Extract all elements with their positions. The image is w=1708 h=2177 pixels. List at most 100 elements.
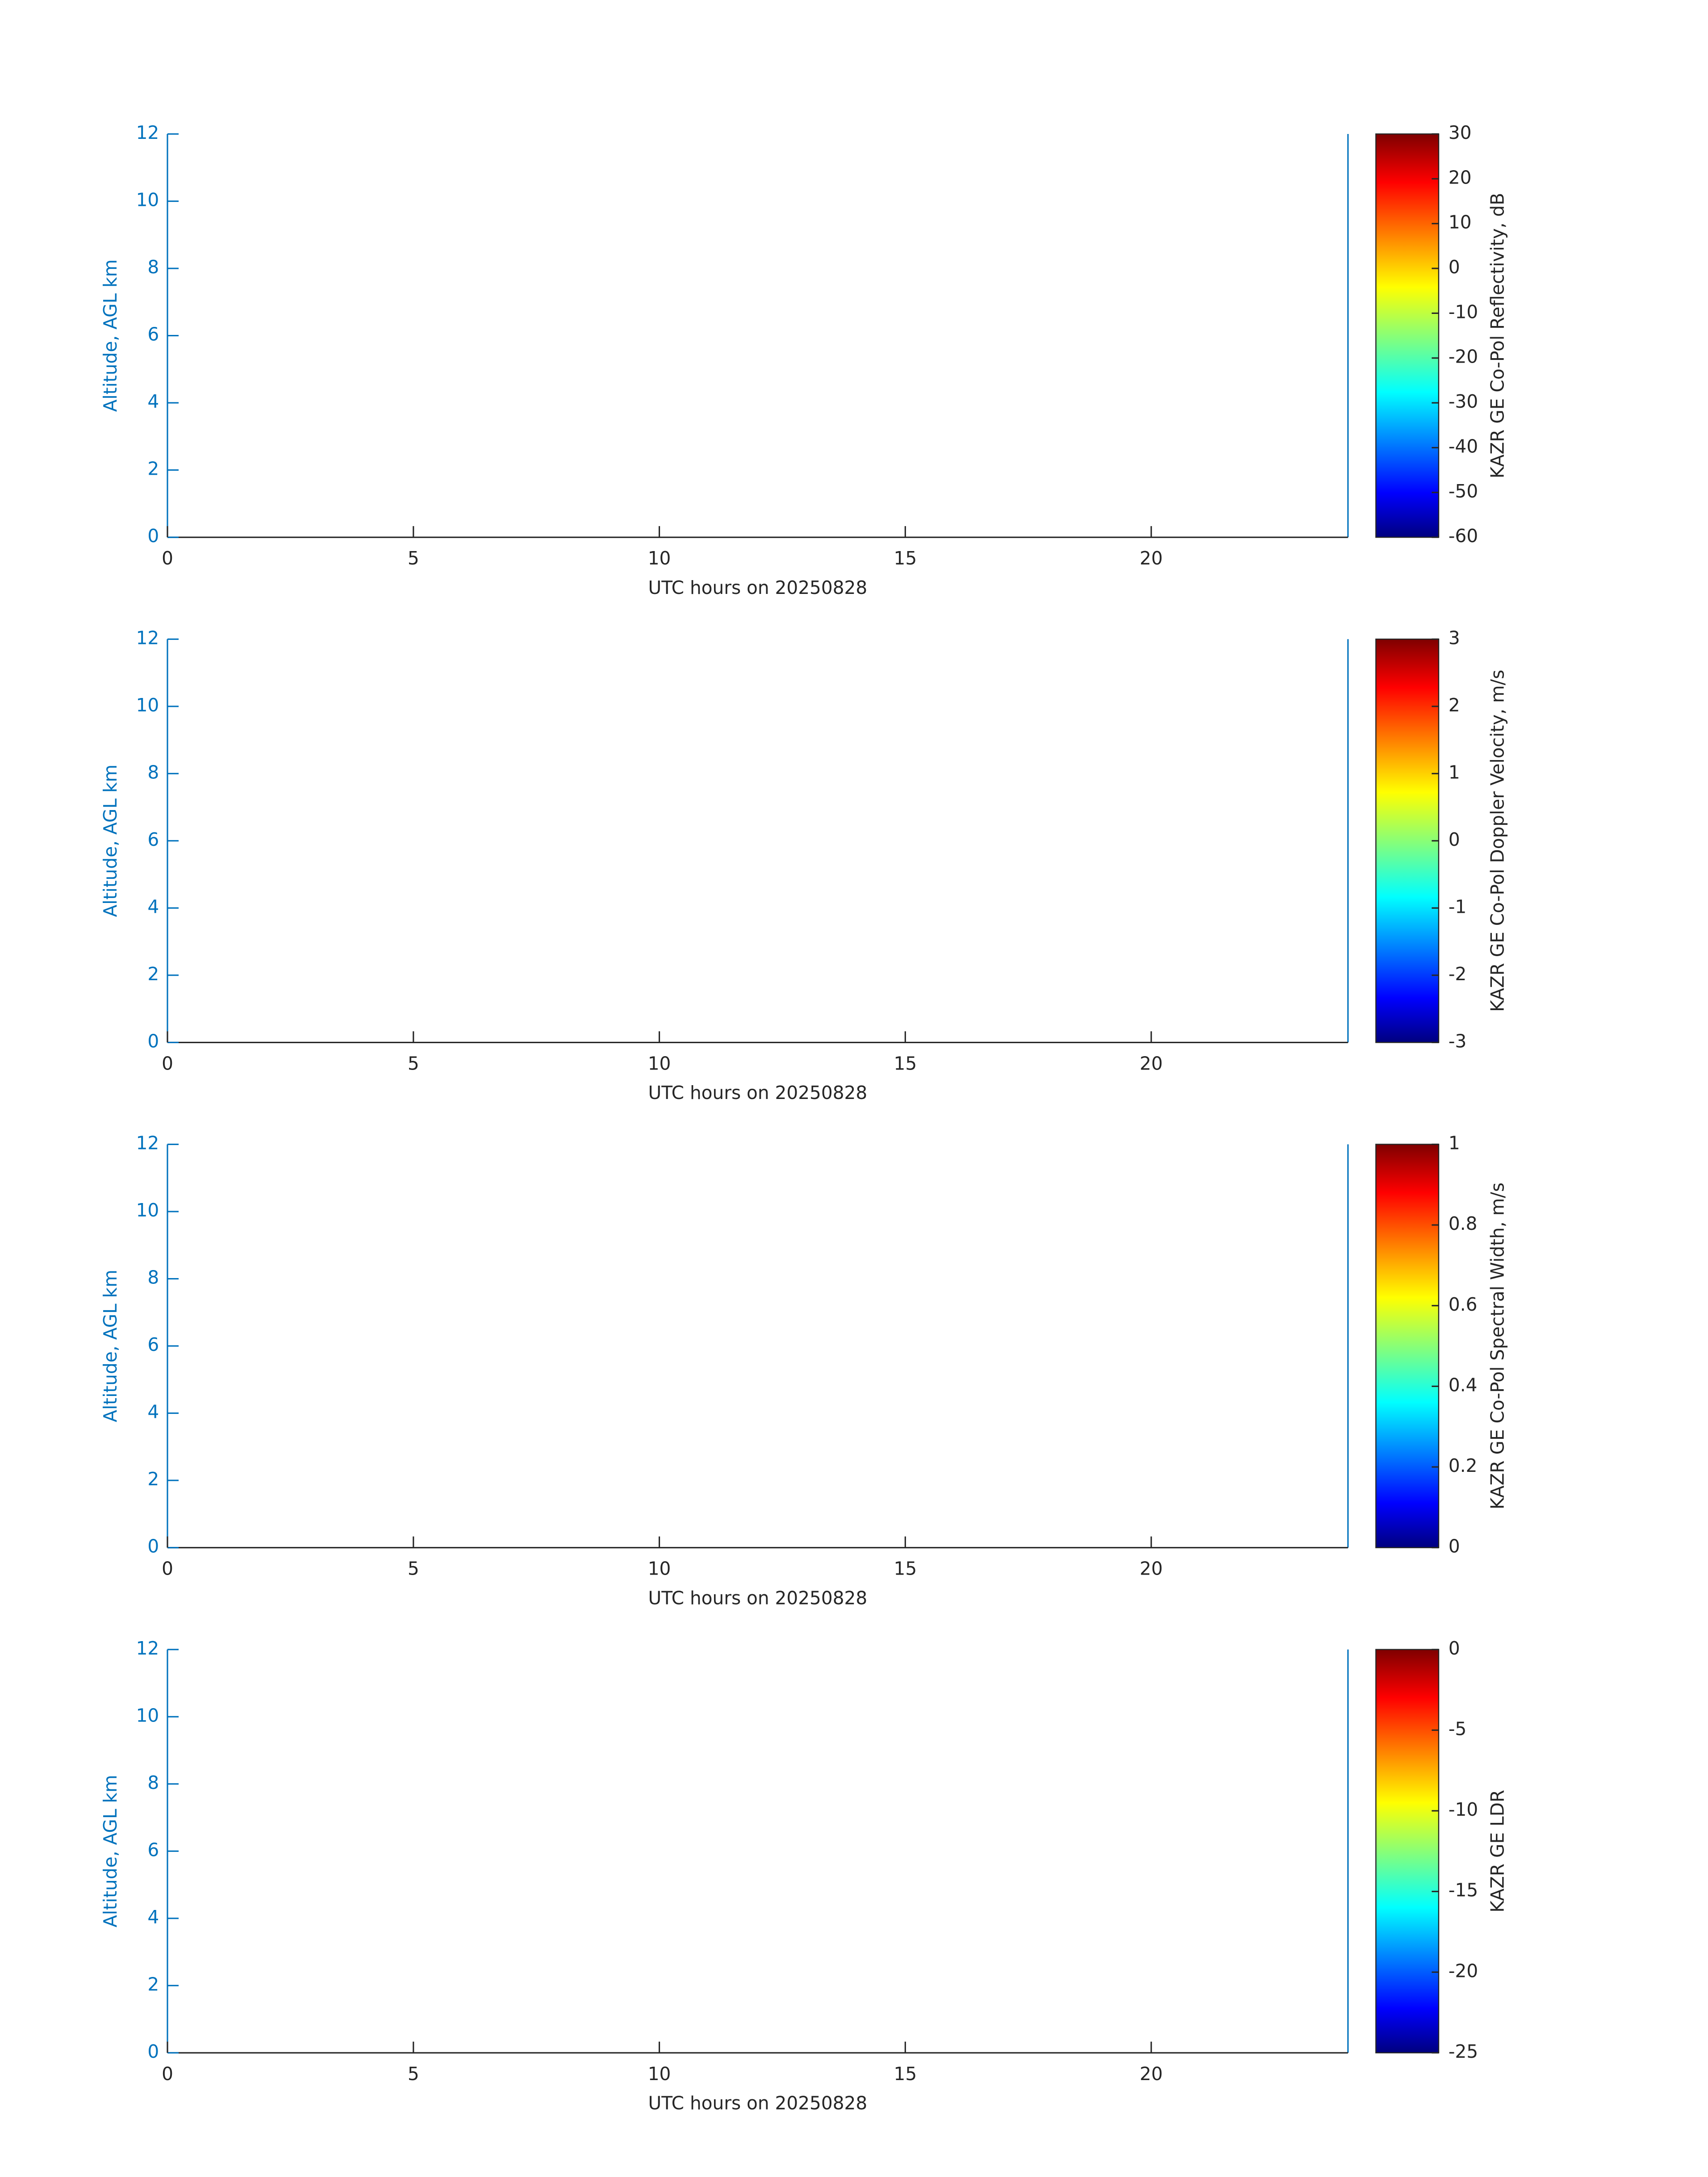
y-tick-label: 2 (147, 458, 159, 480)
panel: 0 2 4 6 8 10 12 0 5 10 15 20 UTC hours on 20250828 Al… (100, 122, 1508, 598)
y-tick-label: 2 (147, 1973, 159, 1995)
colorbar-label: KAZR GE Co-Pol Reflectivity, dB (1487, 193, 1508, 479)
x-tick-label: 5 (408, 2063, 419, 2085)
y-tick-label: 10 (136, 189, 159, 211)
y-tick-label: 4 (147, 391, 159, 412)
colorbar-tick-label: -10 (1449, 301, 1478, 322)
y-tick-label: 10 (136, 1199, 159, 1221)
colorbar-tick-label: 0 (1449, 829, 1460, 850)
colorbar-tick-label: 0 (1449, 1536, 1460, 1557)
x-tick-label: 10 (648, 1053, 671, 1074)
y-tick-label: 8 (147, 256, 159, 278)
y-tick-label: 0 (147, 1536, 159, 1557)
y-tick-label: 8 (147, 761, 159, 783)
colorbar-tick-label: 1 (1449, 1132, 1460, 1154)
colorbar (1375, 1144, 1440, 1548)
colorbar-tick-label: 0.6 (1449, 1294, 1478, 1315)
x-tick-label: 20 (1140, 2063, 1163, 2085)
y-tick-label: 4 (147, 1401, 159, 1423)
colorbar-tick-label: -25 (1449, 2041, 1478, 2062)
colorbar-tick-label: 10 (1449, 212, 1472, 233)
x-axis-label: UTC hours on 20250828 (648, 1082, 868, 1103)
plot-area (167, 1144, 1348, 1548)
y-tick-label: 2 (147, 963, 159, 985)
colorbar-label: KAZR GE LDR (1487, 1790, 1508, 1913)
x-tick-label: 15 (894, 2063, 917, 2085)
x-tick-label: 0 (162, 1053, 173, 1074)
colorbar-tick-label: -15 (1449, 1880, 1478, 1901)
y-tick-label: 6 (147, 829, 159, 850)
colorbar-tick-label: 20 (1449, 167, 1472, 188)
x-tick-label: 0 (162, 547, 173, 569)
y-tick-label: 12 (136, 1638, 159, 1659)
y-tick-label: 0 (147, 1030, 159, 1052)
colorbar-tick-label: 0.4 (1449, 1374, 1478, 1396)
colorbar-tick-label: -40 (1449, 435, 1478, 457)
y-axis-label: Altitude, AGL km (100, 1270, 121, 1422)
x-tick-label: 10 (648, 1558, 671, 1579)
y-tick-label: 0 (147, 2041, 159, 2062)
x-axis-label: UTC hours on 20250828 (648, 2093, 868, 2114)
colorbar-tick-label: 0 (1449, 256, 1460, 278)
x-tick-label: 5 (408, 547, 419, 569)
plot-area (167, 134, 1348, 538)
x-tick-label: 10 (648, 547, 671, 569)
x-axis-label: UTC hours on 20250828 (648, 577, 868, 598)
y-tick-label: 0 (147, 525, 159, 547)
colorbar (1375, 133, 1440, 538)
colorbar (1375, 1649, 1440, 2054)
y-tick-label: 10 (136, 694, 159, 716)
x-tick-label: 5 (408, 1053, 419, 1074)
plot-area (167, 1649, 1348, 2053)
y-tick-label: 12 (136, 1132, 159, 1154)
colorbar-tick-label: 0.2 (1449, 1455, 1478, 1476)
colorbar-label: KAZR GE Co-Pol Doppler Velocity, m/s (1487, 670, 1508, 1012)
y-tick-label: 12 (136, 122, 159, 143)
y-tick-label: 2 (147, 1468, 159, 1490)
y-axis-label: Altitude, AGL km (100, 765, 121, 917)
colorbar-tick-label: -5 (1449, 1718, 1467, 1739)
x-tick-label: 20 (1140, 547, 1163, 569)
colorbar-tick-label: -30 (1449, 391, 1478, 412)
colorbar-tick-label: 30 (1449, 122, 1472, 143)
x-tick-label: 20 (1140, 1053, 1163, 1074)
colorbar-tick-label: -20 (1449, 346, 1478, 368)
y-axis-label: Altitude, AGL km (100, 1775, 121, 1927)
y-tick-label: 6 (147, 324, 159, 345)
y-tick-label: 8 (147, 1772, 159, 1793)
y-tick-label: 6 (147, 1334, 159, 1355)
colorbar-tick-label: -50 (1449, 481, 1478, 502)
y-tick-label: 8 (147, 1267, 159, 1288)
colorbar-tick-label: -20 (1449, 1960, 1478, 1981)
colorbar-tick-label: -2 (1449, 963, 1467, 985)
colorbar-tick-label: 1 (1449, 761, 1460, 783)
x-tick-label: 15 (894, 1053, 917, 1074)
y-tick-label: 10 (136, 1705, 159, 1726)
x-axis-label: UTC hours on 20250828 (648, 1587, 868, 1609)
x-tick-label: 20 (1140, 1558, 1163, 1579)
colorbar-tick-label: -60 (1449, 525, 1478, 547)
plot-area (167, 639, 1348, 1043)
colorbar-tick-label: -1 (1449, 896, 1467, 917)
y-tick-label: 4 (147, 896, 159, 917)
colorbar-tick-label: -10 (1449, 1799, 1478, 1820)
colorbar-tick-label: 0.8 (1449, 1213, 1478, 1234)
x-tick-label: 0 (162, 2063, 173, 2085)
x-tick-label: 15 (894, 1558, 917, 1579)
y-tick-label: 12 (136, 627, 159, 648)
colorbar-tick-label: 2 (1449, 694, 1460, 716)
colorbar-tick-label: 0 (1449, 1638, 1460, 1659)
colorbar-tick-label: -3 (1449, 1030, 1467, 1052)
y-axis-label: Altitude, AGL km (100, 259, 121, 412)
x-tick-label: 0 (162, 1558, 173, 1579)
colorbar-label: KAZR GE Co-Pol Spectral Width, m/s (1487, 1183, 1508, 1509)
x-tick-label: 15 (894, 547, 917, 569)
y-tick-label: 6 (147, 1839, 159, 1860)
colorbar (1375, 639, 1440, 1043)
colorbar-tick-label: 3 (1449, 627, 1460, 648)
x-tick-label: 5 (408, 1558, 419, 1579)
